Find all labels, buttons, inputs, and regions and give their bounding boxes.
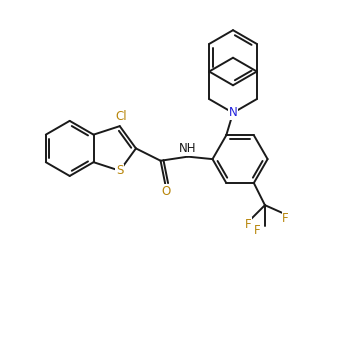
Text: Cl: Cl [115, 110, 127, 123]
Text: F: F [245, 218, 252, 231]
Text: F: F [254, 224, 260, 237]
Text: F: F [282, 212, 289, 225]
Text: O: O [162, 185, 171, 198]
Text: NH: NH [179, 142, 197, 155]
Text: S: S [116, 164, 124, 177]
Text: N: N [229, 106, 237, 119]
